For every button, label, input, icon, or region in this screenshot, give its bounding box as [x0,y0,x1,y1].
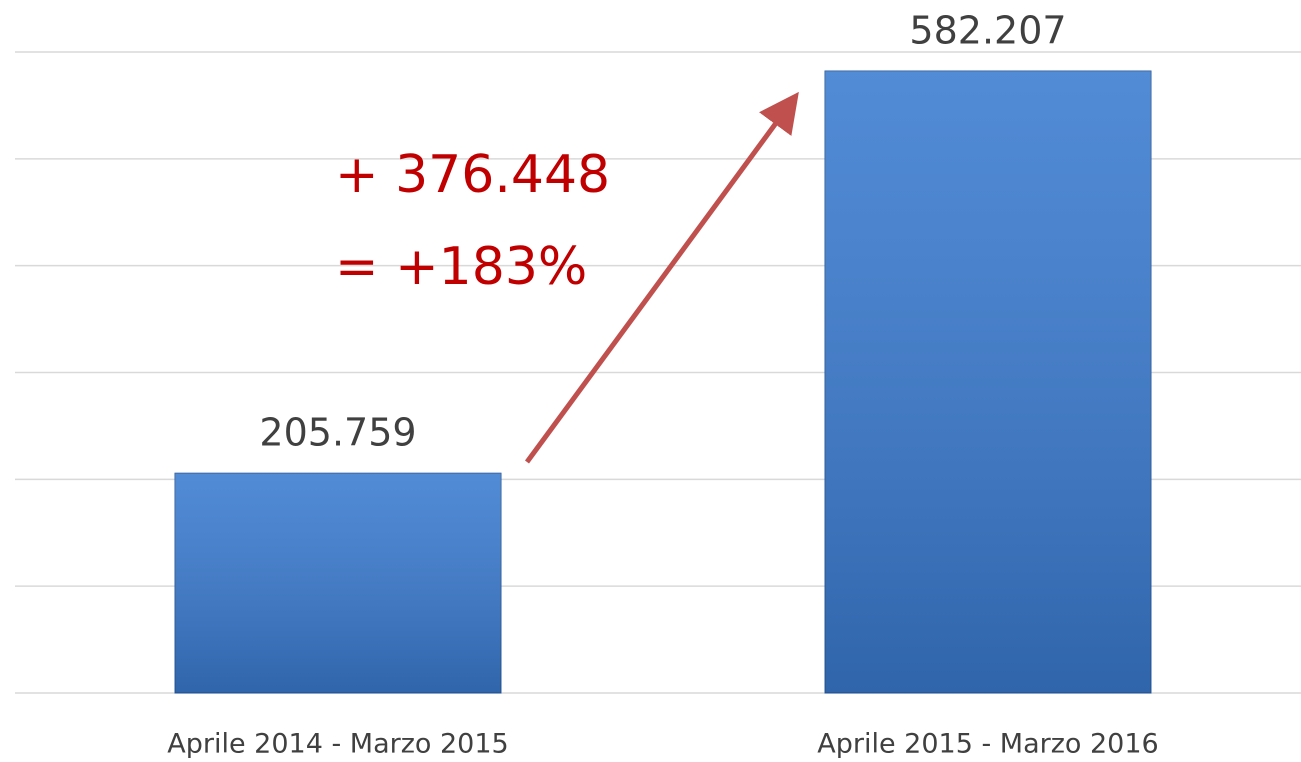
bar-shade [175,473,501,693]
arrow [524,91,799,464]
x-tick-label: Aprile 2015 - Marzo 2016 [817,729,1158,760]
annotation: = +183% [335,237,587,297]
data-label: 205.759 [259,411,416,455]
annotation: + 376.448 [335,145,610,205]
data-label: 582.207 [909,9,1066,53]
x-tick-label: Aprile 2014 - Marzo 2015 [167,729,508,760]
bar-shade [825,71,1151,694]
